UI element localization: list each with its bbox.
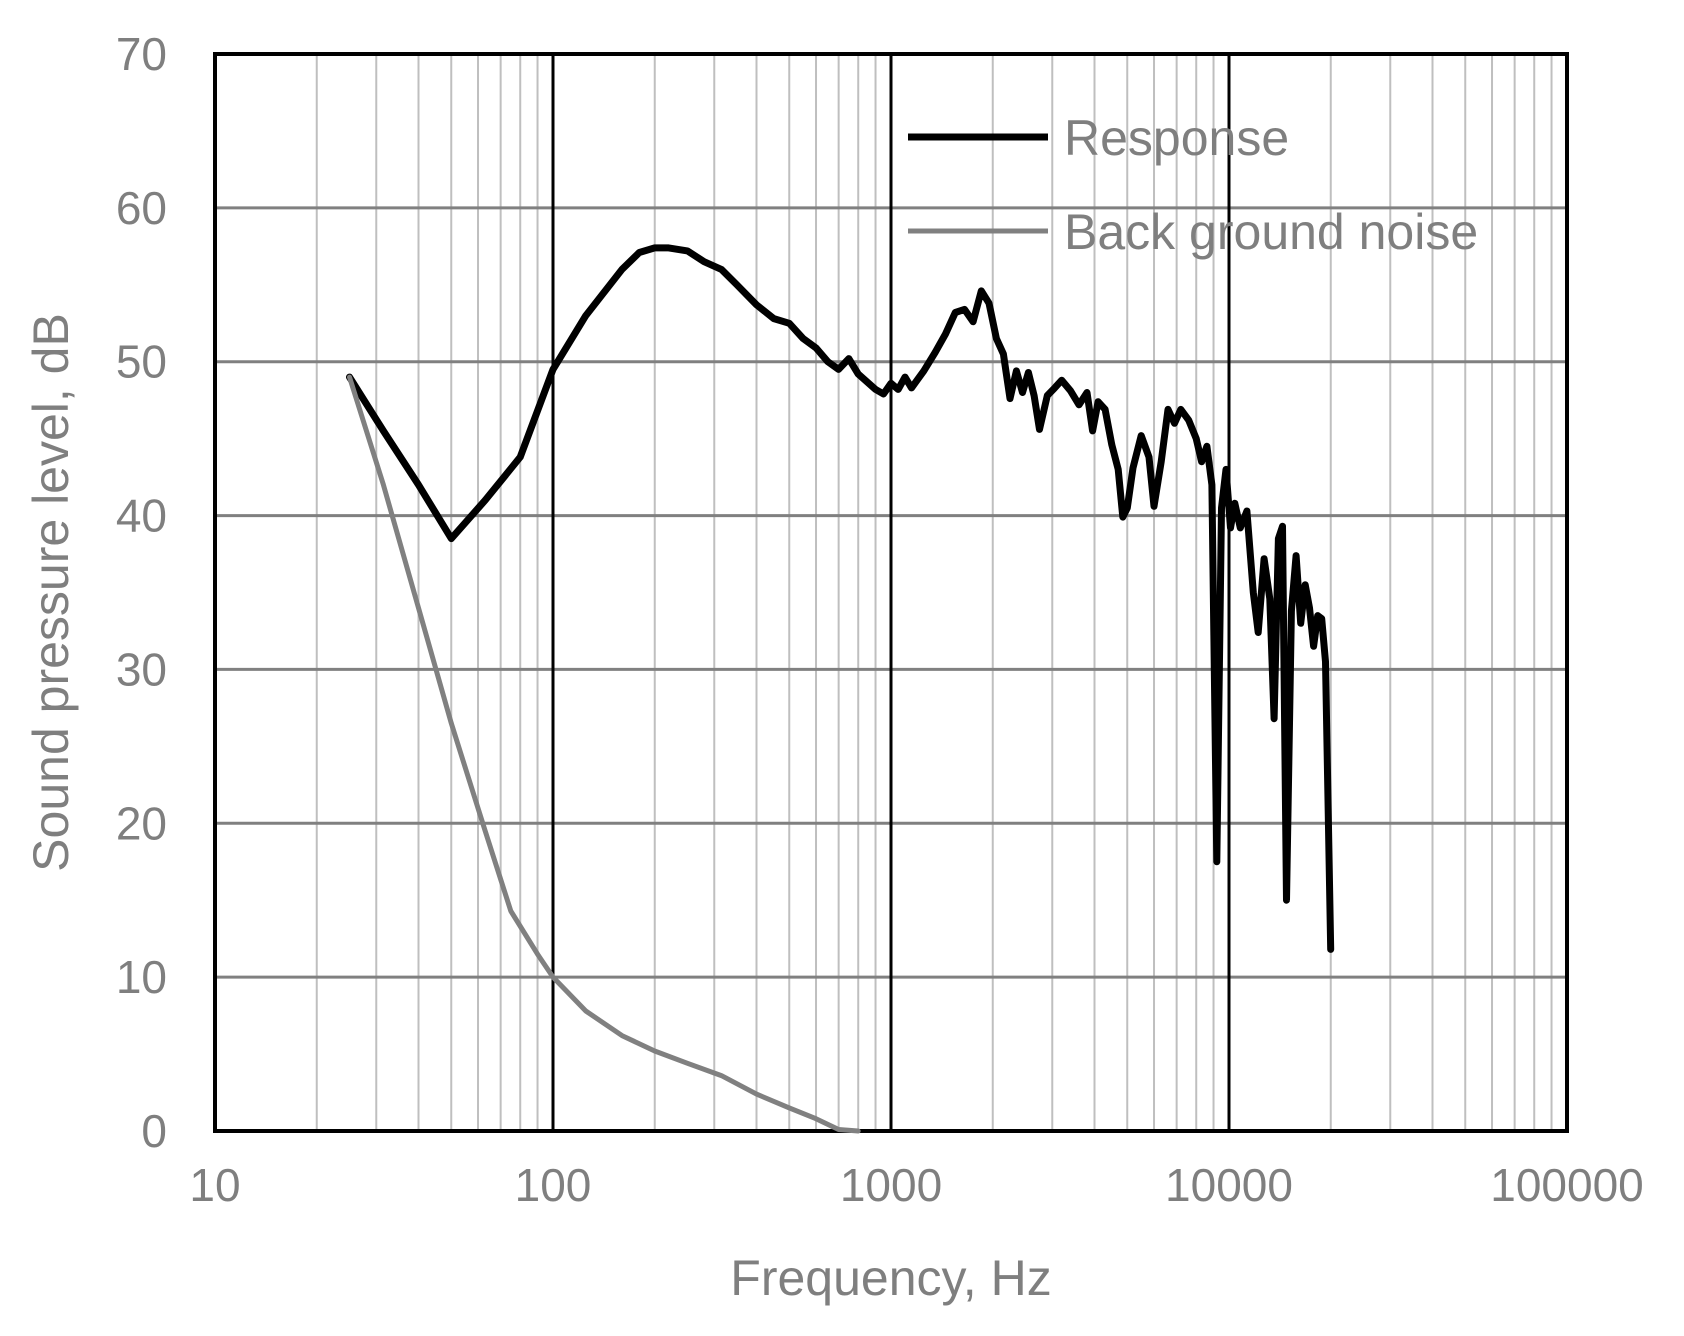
y-tick-labels: 0 10 20 30 40 50 60 70 [116, 28, 167, 1157]
minor-gridlines [315, 54, 1553, 1131]
y-axis-title: Sound pressure level, dB [23, 313, 79, 872]
y-tick-label: 50 [116, 336, 167, 388]
series-line-back-ground-noise [347, 374, 861, 1134]
y-tick-label: 40 [116, 490, 167, 542]
x-tick-label: 100000 [1490, 1159, 1644, 1211]
x-tick-label: 100 [515, 1159, 592, 1211]
legend-label-response: Response [1064, 110, 1289, 166]
y-tick-label: 0 [141, 1105, 167, 1157]
x-tick-label: 10000 [1165, 1159, 1293, 1211]
x-tick-label: 1000 [840, 1159, 942, 1211]
y-tick-label: 60 [116, 182, 167, 234]
x-axis-title: Frequency, Hz [730, 1250, 1051, 1306]
x-tick-labels: 10 100 1000 10000 100000 [189, 1159, 1643, 1211]
series-layer [346, 244, 1335, 1134]
legend: Response Back ground noise [908, 110, 1478, 260]
major-gridlines [215, 54, 1567, 1131]
plot-area-frame [213, 52, 1569, 1133]
y-tick-label: 30 [116, 643, 167, 695]
y-tick-label: 70 [116, 28, 167, 80]
series-line-response [346, 244, 1335, 953]
x-tick-label: 10 [189, 1159, 240, 1211]
y-tick-label: 20 [116, 797, 167, 849]
y-tick-label: 10 [116, 951, 167, 1003]
legend-label-background-noise: Back ground noise [1064, 204, 1478, 260]
